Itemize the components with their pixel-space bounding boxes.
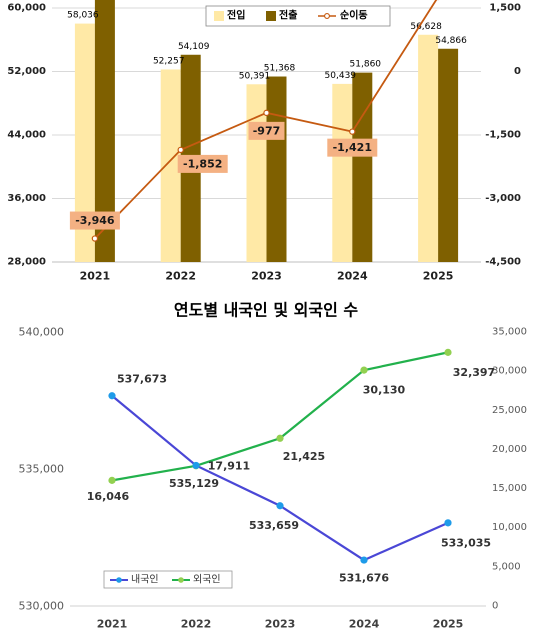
y-right-tick-label: 30,000 [492,366,527,377]
y-left-tick-label: 44,000 [7,130,46,141]
y-right-tick-label: 20,000 [492,444,527,455]
legend-marker-resident [116,577,122,583]
bar-value-label: 54,866 [435,36,467,46]
bar-value-label: 56,628 [410,22,442,32]
resident-value-label: 535,129 [169,477,219,490]
y-right-tick-label: 15,000 [492,483,527,494]
population-chart: 연도별 내국인 및 외국인 수 530,000 535,000 540,000 0 5,0… [19,301,528,631]
foreigner-value-label: 32,397 [453,366,495,379]
legend-marker-foreigner [178,577,184,583]
bar-jeonip [74,23,95,263]
y-right-tick-label: -3,000 [485,193,521,204]
x-tick-label: 2025 [423,270,454,283]
x-tick-label: 2022 [181,618,212,631]
y-left-tick-label: 60,000 [7,3,46,14]
y-right-tick-label: -4,500 [485,257,521,268]
foreigner-value-label: 30,130 [363,384,406,397]
net-migration-point [349,128,356,135]
bar-jeonchul [352,72,373,262]
y-right-tick-label: 1,500 [489,3,521,14]
legend: 내국인 외국인 [103,570,233,589]
x-tick-label: 2025 [433,618,464,631]
net-migration-point [177,146,184,154]
net-migration-point [91,235,99,242]
y-left-tick-label: 535,000 [19,463,65,476]
resident-point [108,392,116,400]
net-migration-label-bg [248,121,285,140]
x-tick-label: 2024 [349,618,380,631]
bar-value-label: 52,257 [153,56,185,66]
net-migration-label: -977 [253,124,281,137]
x-tick-label: 2023 [251,270,282,283]
resident-value-label: 533,035 [441,536,491,549]
y-right-tick-label: 5,000 [492,561,521,572]
bar-jeonchul [438,48,459,262]
y-right-tick-label: 0 [492,601,498,612]
x-tick-label: 2021 [97,618,128,631]
chart-title: 연도별 내국인 및 외국인 수 [174,301,358,320]
resident-point [360,556,368,564]
resident-line [111,394,449,562]
bar-jeonip [332,83,353,262]
y-right-tick-label: 0 [514,66,521,77]
legend-label-jeonchul: 전출 [279,9,297,22]
y-right-tick-label: -1,500 [485,130,521,141]
legend-label-sunidong: 순이동 [340,9,368,22]
resident-point [192,461,200,470]
legend-marker-sunidong [324,13,330,19]
net-migration-label-bg [69,211,120,230]
net-migration-label: -3,946 [75,214,115,227]
y-left-tick-label: 540,000 [19,326,65,339]
legend-label-jeonip: 전입 [227,9,245,22]
y-right-tick-label: 25,000 [492,405,527,416]
bar-jeonchul [266,76,287,262]
bar-value-label: 54,109 [178,42,210,52]
x-tick-label: 2022 [165,270,196,283]
bar-value-label: 51,860 [350,60,382,70]
resident-point [276,502,284,510]
foreigner-point [444,348,452,356]
y-left-tick-label: 52,000 [7,66,46,77]
y-left-tick-label: 36,000 [7,193,46,204]
legend-label-resident: 내국인 [131,574,159,586]
legend: 전입 전출 순이동 [205,5,391,27]
foreigner-value-label: 16,046 [87,490,130,503]
resident-value-label: 533,659 [249,519,299,532]
foreigner-point [108,476,116,484]
y-left-tick-label: 530,000 [19,600,65,613]
x-tick-label: 2024 [337,270,368,283]
legend-swatch-jeonchul [266,11,276,21]
bar-jeonip [418,34,439,262]
net-migration-label-bg [327,138,378,157]
legend-box [103,570,233,589]
y-right-tick-label: 10,000 [492,522,527,533]
bar-jeonip [160,69,181,263]
foreigner-value-label: 17,911 [208,459,250,472]
migration-chart: 28,000 36,000 44,000 52,000 60,000 -4,500 -3,0… [7,0,521,283]
resident-value-label: 531,676 [339,572,389,585]
x-tick-label: 2023 [265,618,296,631]
x-tick-label: 2021 [80,270,111,283]
foreigner-point [276,434,284,442]
net-migration-label: -1,852 [183,157,222,170]
bar-value-label: 58,036 [67,11,99,21]
resident-point [444,519,452,527]
bar-jeonchul [94,0,115,262]
legend-label-foreigner: 외국인 [193,574,221,586]
foreigner-point [360,366,368,374]
bar-value-label: 50,439 [325,71,357,81]
legend-swatch-jeonip [214,11,224,21]
bar-value-label: 51,368 [264,64,296,74]
bar-jeonip [246,84,267,262]
y-right-tick-label: 35,000 [492,327,527,338]
net-migration-label-bg [177,154,228,173]
net-migration-label: -1,421 [333,141,372,154]
y-left-tick-label: 28,000 [7,257,46,268]
net-migration-point [263,109,270,117]
resident-value-label: 537,673 [117,372,167,385]
foreigner-value-label: 21,425 [283,450,325,463]
bar-value-label: 50,391 [239,71,271,81]
legend-box [205,5,391,27]
